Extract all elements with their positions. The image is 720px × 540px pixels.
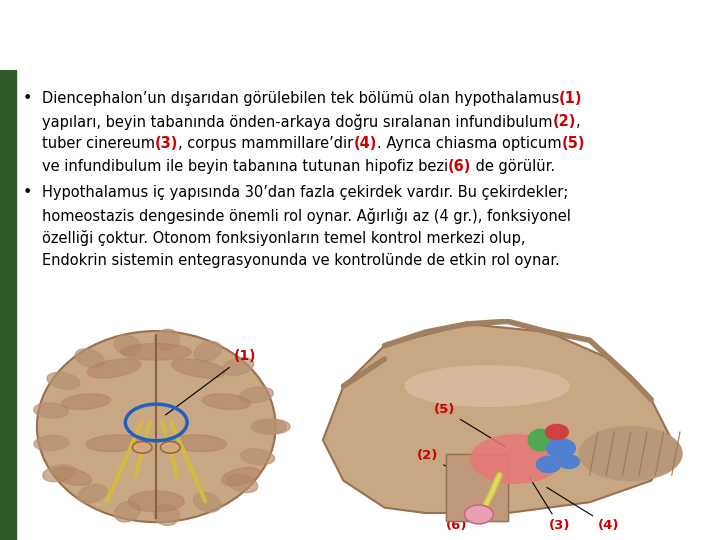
Ellipse shape	[171, 435, 226, 451]
Ellipse shape	[239, 387, 274, 403]
Text: (5): (5)	[433, 403, 505, 447]
Circle shape	[161, 442, 180, 453]
Ellipse shape	[34, 403, 68, 418]
Ellipse shape	[471, 435, 561, 483]
Ellipse shape	[86, 435, 142, 451]
Ellipse shape	[75, 349, 104, 368]
Text: (6): (6)	[446, 516, 477, 532]
Circle shape	[132, 442, 152, 453]
Ellipse shape	[154, 329, 180, 350]
Text: Endokrin sistemin entegrasyonunda ve kontrolünde de etkin rol oynar.: Endokrin sistemin entegrasyonunda ve kon…	[42, 253, 559, 268]
Text: •: •	[23, 185, 32, 200]
Circle shape	[536, 456, 561, 472]
Text: (2): (2)	[552, 114, 575, 129]
Ellipse shape	[121, 343, 192, 360]
Ellipse shape	[194, 492, 221, 512]
Ellipse shape	[405, 366, 569, 406]
Text: HYPOTHALAMUS: HYPOTHALAMUS	[18, 26, 240, 51]
Text: de görülür.: de görülür.	[472, 159, 555, 174]
Ellipse shape	[62, 394, 110, 409]
Ellipse shape	[47, 373, 80, 389]
Text: yapıları, beyin tabanında önden-arkaya doğru sıralanan infundibulum: yapıları, beyin tabanında önden-arkaya d…	[42, 114, 552, 130]
Circle shape	[546, 438, 575, 457]
Text: •: •	[23, 91, 32, 106]
Circle shape	[545, 424, 568, 440]
Text: (3): (3)	[530, 477, 570, 532]
Ellipse shape	[37, 331, 276, 522]
Ellipse shape	[78, 484, 107, 503]
Text: (1): (1)	[559, 91, 582, 106]
Text: (6): (6)	[448, 159, 472, 174]
Ellipse shape	[580, 427, 682, 481]
Text: ve infundibulum ile beyin tabanına tutunan hipofiz bezi: ve infundibulum ile beyin tabanına tutun…	[42, 159, 448, 174]
Text: özelliği çoktur. Otonom fonksiyonların temel kontrol merkezi olup,: özelliği çoktur. Otonom fonksiyonların t…	[42, 231, 526, 246]
Ellipse shape	[528, 429, 553, 451]
Ellipse shape	[240, 449, 274, 465]
Ellipse shape	[227, 475, 258, 492]
Text: tuber cinereum: tuber cinereum	[42, 137, 155, 151]
Ellipse shape	[114, 335, 140, 355]
Text: (4): (4)	[547, 488, 619, 532]
Ellipse shape	[251, 419, 287, 434]
Ellipse shape	[34, 435, 68, 450]
Bar	[446, 454, 508, 521]
Circle shape	[559, 455, 580, 468]
Circle shape	[464, 505, 493, 524]
Ellipse shape	[194, 341, 222, 361]
Text: (4): (4)	[354, 137, 377, 151]
Ellipse shape	[255, 419, 290, 434]
Ellipse shape	[221, 468, 260, 485]
Text: (5): (5)	[562, 137, 585, 151]
Ellipse shape	[128, 491, 184, 512]
Ellipse shape	[53, 468, 91, 485]
Ellipse shape	[42, 465, 76, 482]
Ellipse shape	[202, 394, 251, 409]
Text: (2): (2)	[418, 449, 491, 492]
Text: Diencephalon’un dışarıdan görülebilen tek bölümü olan hypothalamus: Diencephalon’un dışarıdan görülebilen te…	[42, 91, 559, 106]
Text: (1): (1)	[166, 349, 256, 415]
Text: (3): (3)	[155, 137, 178, 151]
Ellipse shape	[171, 359, 225, 378]
Ellipse shape	[114, 502, 140, 522]
Text: . Ayrıca chiasma opticum: . Ayrıca chiasma opticum	[377, 137, 562, 151]
Bar	[0, 70, 16, 540]
Polygon shape	[323, 324, 672, 513]
Text: Hypothalamus iç yapısında 30’dan fazla çekirdek vardır. Bu çekirdekler;: Hypothalamus iç yapısında 30’dan fazla ç…	[42, 185, 568, 200]
Text: ,: ,	[575, 114, 580, 129]
Text: homeostazis dengesinde önemli rol oynar. Ağırlığı az (4 gr.), fonksiyonel: homeostazis dengesinde önemli rol oynar.…	[42, 208, 571, 224]
Bar	[446, 454, 508, 521]
Ellipse shape	[154, 505, 179, 525]
Ellipse shape	[87, 359, 141, 378]
Ellipse shape	[222, 357, 253, 375]
Text: , corpus mammillare’dir: , corpus mammillare’dir	[178, 137, 354, 151]
